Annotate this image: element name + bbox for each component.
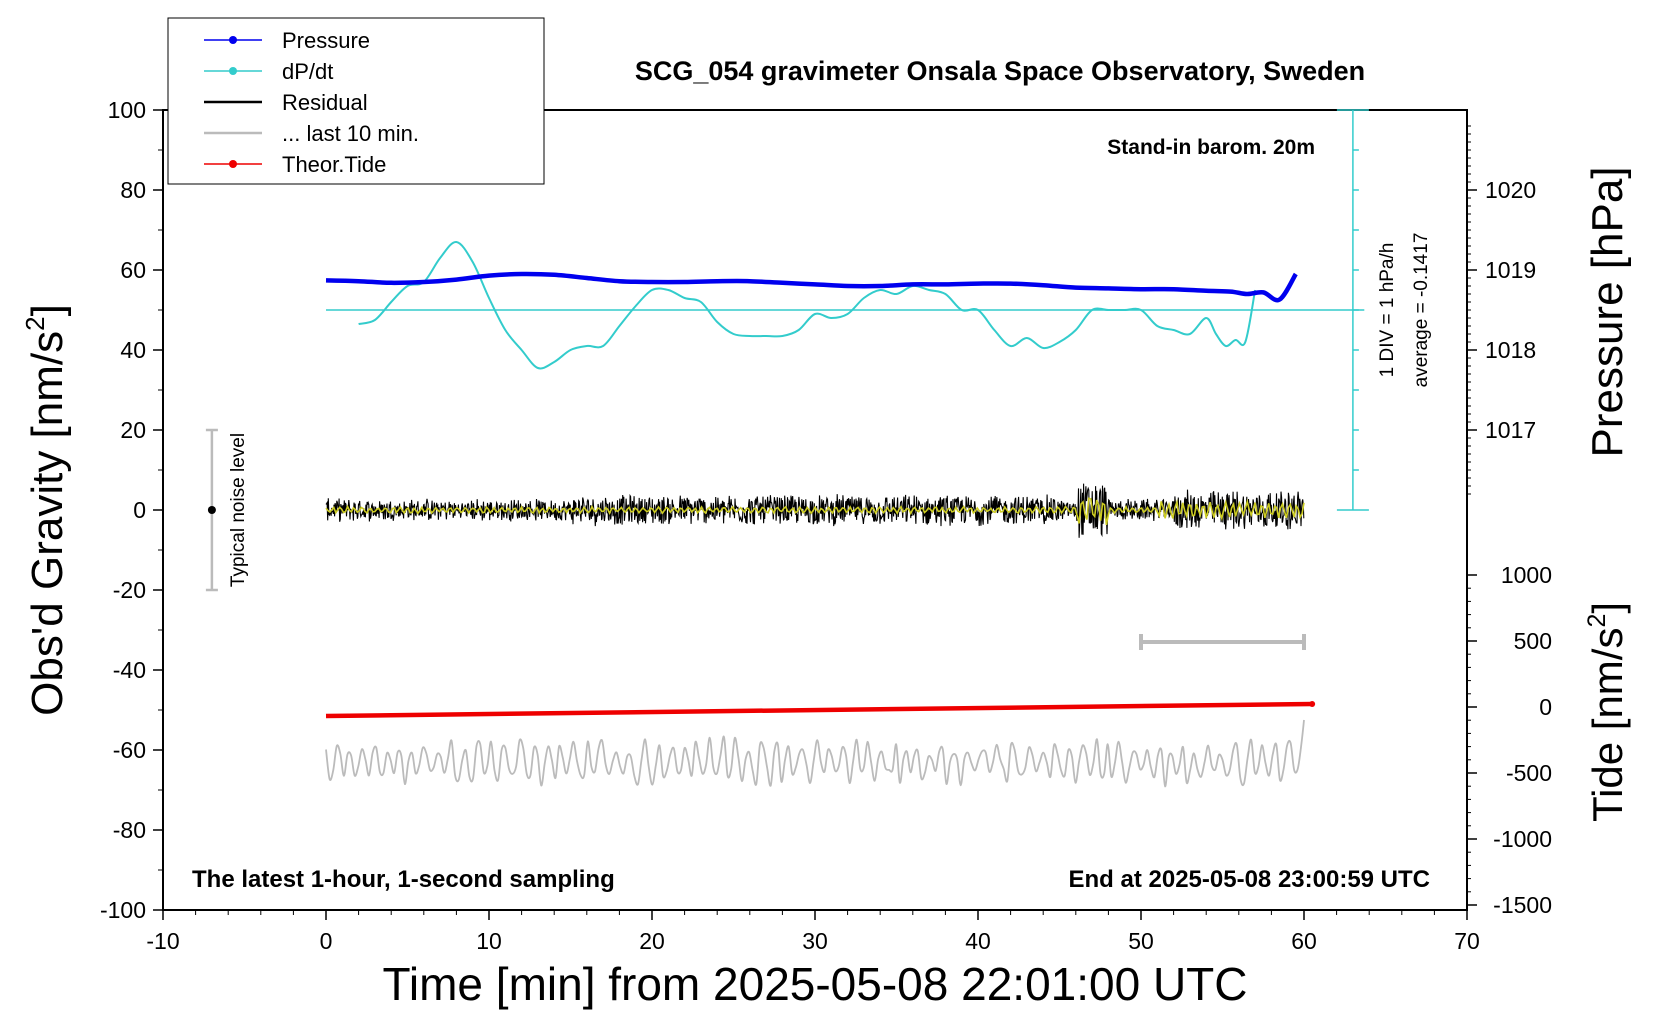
legend-marker [229,160,237,168]
x-axis-label: Time [min] from 2025-05-08 22:01:00 UTC [383,958,1248,1010]
pressure-tick-label: 1020 [1485,177,1536,203]
legend-marker [229,36,237,44]
x-tick-label: 0 [320,928,333,954]
series-layer [325,241,1365,788]
y-tick-label: 20 [120,417,146,443]
tide-tick-label: -1000 [1493,826,1552,852]
y-tick-label: -40 [113,657,146,683]
tide-tick-label: -1500 [1493,892,1552,918]
tide-axis-label-sup: 2 [1583,614,1611,628]
residual-smooth-line [325,497,1305,526]
x-tick-label: 60 [1291,928,1317,954]
y-tick-label: 0 [133,497,146,523]
dpdt-average-label: average = -0.1417 [1411,233,1432,388]
x-tick-label: 40 [965,928,991,954]
dpdt-line [358,241,1257,370]
legend-label: ... last 10 min. [282,121,419,146]
x-tick-label: 20 [639,928,665,954]
y-tick-label: 80 [120,177,146,203]
last-10-min-line [325,719,1305,788]
y-tick-label: -20 [113,577,146,603]
y-axis-pressure: 1020 1019 1018 1017 [1467,125,1536,495]
tide-tick-label: 1000 [1501,562,1552,588]
barometer-note: Stand-in barom. 20m [1107,136,1315,159]
tide-axis-label-main: Tide [nm/s [1584,628,1631,823]
noise-bar-center [207,506,216,514]
noise-bar-label: Typical noise level [228,433,249,587]
x-tick-label: 70 [1454,928,1480,954]
dpdt-div-label: 1 DIV = 1 hPa/h [1377,243,1398,378]
x-tick-label: 50 [1128,928,1154,954]
tide-tick-label: 0 [1539,694,1552,720]
legend-label: dP/dt [282,59,333,84]
legend: Pressure dP/dt Residual ... last 10 min. The… [167,17,545,185]
y-tick-label: -100 [100,897,146,923]
tide-tick-label: -500 [1506,760,1552,786]
chart-title: SCG_054 gravimeter Onsala Space Observat… [635,56,1365,86]
tide-end-marker [1309,701,1316,707]
y-tick-label: -60 [113,737,146,763]
x-tick-label: 10 [476,928,502,954]
tide-axis-label-tail: ] [1584,602,1631,614]
x-axis: -10 0 10 20 30 40 50 60 70 [146,910,1480,954]
y-axis-tide: 1000 500 0 -500 -1000 -1500 [1467,562,1552,918]
noise-bar: Typical noise level [205,428,249,592]
footer-left-note: The latest 1-hour, 1-second sampling [192,866,615,893]
pressure-tick-label: 1018 [1485,337,1536,363]
pressure-axis-label: Pressure [hPa] [1583,166,1632,457]
y-axis-label-tail: ] [23,304,72,316]
footer-right-note: End at 2025-05-08 23:00:59 UTC [1069,866,1431,893]
x-tick-label: 30 [802,928,828,954]
pressure-tick-label: 1017 [1485,417,1536,443]
y-tick-label: 60 [120,257,146,283]
y-tick-label: 40 [120,337,146,363]
tide-line [325,701,1313,719]
pressure-tick-label: 1019 [1485,257,1536,283]
pressure-line [325,271,1298,303]
legend-label: Pressure [282,28,370,53]
dpdt-scale: 1 DIV = 1 hPa/h average = -0.1417 [1336,109,1432,511]
legend-label: Residual [282,90,368,115]
y-axis-label-sup: 2 [20,316,50,330]
tide-axis-label: Tide [nm/s2] [1583,602,1631,822]
legend-marker [229,67,237,75]
y-tick-label: 100 [108,97,146,123]
y-axis-gravity: 100 80 60 40 20 0 -20 -40 -60 -80 -100 [100,97,163,923]
y-tick-label: -80 [113,817,146,843]
tide-tick-label: 500 [1514,628,1552,654]
legend-label: Theor.Tide [282,152,386,177]
y-axis-label-main: Obs'd Gravity [nm/s [23,331,72,716]
y-axis-label: Obs'd Gravity [nm/s2] [20,304,72,716]
x-tick-label: -10 [146,928,179,954]
